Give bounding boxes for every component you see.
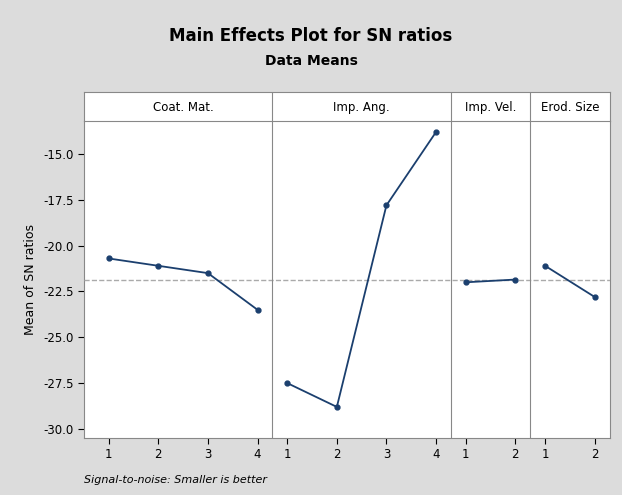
Y-axis label: Mean of SN ratios: Mean of SN ratios <box>24 224 37 335</box>
Text: Imp. Vel.: Imp. Vel. <box>465 101 516 114</box>
Text: Data Means: Data Means <box>264 54 358 68</box>
Text: Signal-to-noise: Smaller is better: Signal-to-noise: Smaller is better <box>84 475 267 485</box>
Text: Imp. Ang.: Imp. Ang. <box>333 101 390 114</box>
Text: Main Effects Plot for SN ratios: Main Effects Plot for SN ratios <box>169 27 453 45</box>
Text: Coat. Mat.: Coat. Mat. <box>153 101 213 114</box>
Text: Erod. Size: Erod. Size <box>541 101 599 114</box>
